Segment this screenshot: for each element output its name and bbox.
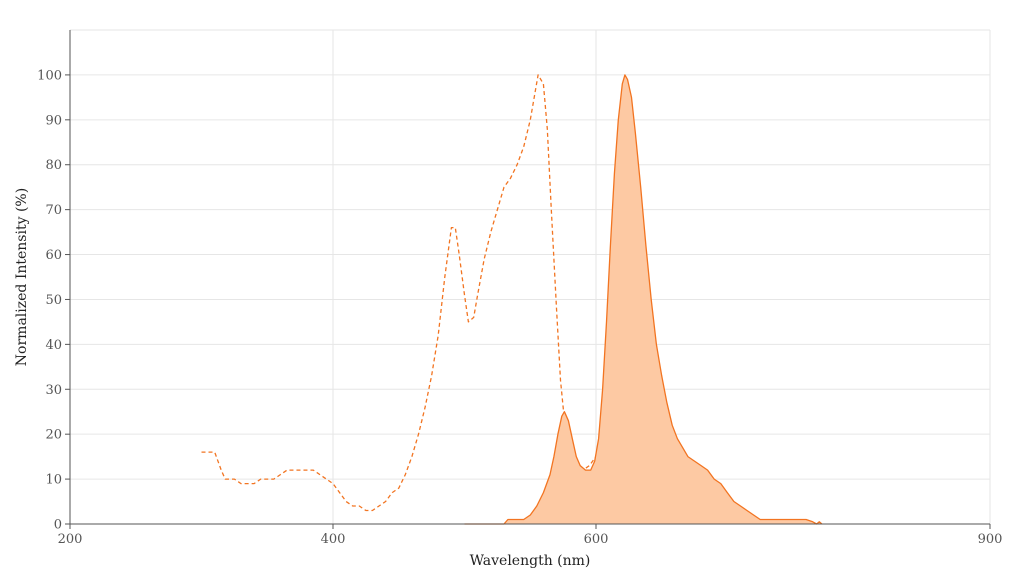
y-tick-label: 70 xyxy=(45,203,62,218)
emission-series-line xyxy=(464,74,823,525)
y-tick-label: 20 xyxy=(45,428,62,443)
series-layer xyxy=(201,74,823,525)
grid-lines xyxy=(70,29,991,524)
y-tick-label: 100 xyxy=(37,68,62,83)
y-tick-label: 40 xyxy=(45,338,62,353)
y-tick-label: 10 xyxy=(45,473,62,488)
y-tick-label: 50 xyxy=(45,293,62,308)
tick-labels: 0 10 20 30 40 50 60 70 80 90 100 200 400 600 900 xyxy=(37,68,1002,547)
x-tick-label: 600 xyxy=(584,532,609,547)
y-tick-label: 80 xyxy=(45,158,62,173)
y-axis-title: Normalized Intensity (%) xyxy=(14,188,30,366)
y-tick-label: 60 xyxy=(45,248,62,263)
x-axis-title: Wavelength (nm) xyxy=(470,553,591,569)
x-tick-label: 900 xyxy=(978,532,1003,547)
x-tick-label: 200 xyxy=(58,532,83,547)
y-tick-label: 0 xyxy=(54,518,62,533)
axes xyxy=(65,30,991,529)
x-tick-label: 400 xyxy=(321,532,346,547)
y-tick-label: 30 xyxy=(45,383,62,398)
emission-area-fill xyxy=(464,74,822,525)
y-tick-label: 90 xyxy=(45,113,62,128)
